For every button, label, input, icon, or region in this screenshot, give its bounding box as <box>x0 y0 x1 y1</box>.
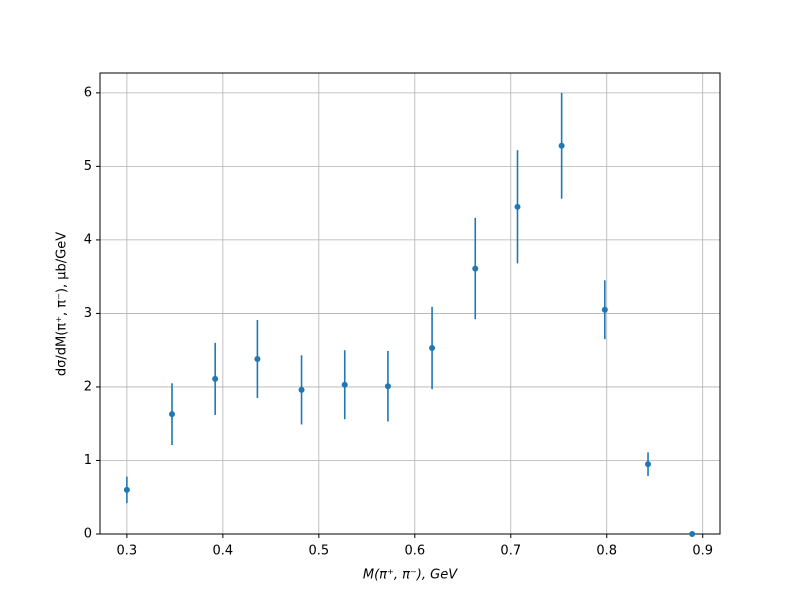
data-point <box>429 344 436 351</box>
y-tick-label: 3 <box>84 306 92 321</box>
x-tick-label: 0.4 <box>213 544 234 559</box>
y-axis-label: dσ/dM(π⁺, π⁻), μb/GeV <box>55 232 70 376</box>
y-tick-label: 4 <box>84 232 92 247</box>
data-point <box>212 375 219 382</box>
data-point <box>168 411 175 418</box>
data-point <box>123 486 130 493</box>
x-tick-label: 0.6 <box>404 544 425 559</box>
data-point <box>472 265 479 272</box>
data-point <box>514 203 521 210</box>
x-tick-label: 0.9 <box>692 544 713 559</box>
x-tick-label: 0.3 <box>117 544 138 559</box>
data-point <box>689 531 696 537</box>
plot-frame <box>99 72 721 535</box>
data-point <box>384 383 391 390</box>
x-tick-label: 0.5 <box>308 544 329 559</box>
data-point <box>558 142 565 149</box>
y-tick-label: 5 <box>84 159 92 174</box>
data-point <box>645 461 652 468</box>
y-tick-label: 1 <box>84 453 92 468</box>
y-tick-label: 6 <box>84 85 92 100</box>
y-tick-label: 0 <box>84 527 92 542</box>
x-tick-label: 0.7 <box>500 544 521 559</box>
y-tick-label: 2 <box>84 379 92 394</box>
x-tick-label: 0.8 <box>596 544 617 559</box>
data-point <box>601 306 608 313</box>
data-point <box>341 381 348 388</box>
data-point <box>298 386 305 393</box>
data-point <box>254 356 261 363</box>
x-axis-label: M(π⁺, π⁻), GeV <box>363 568 458 583</box>
